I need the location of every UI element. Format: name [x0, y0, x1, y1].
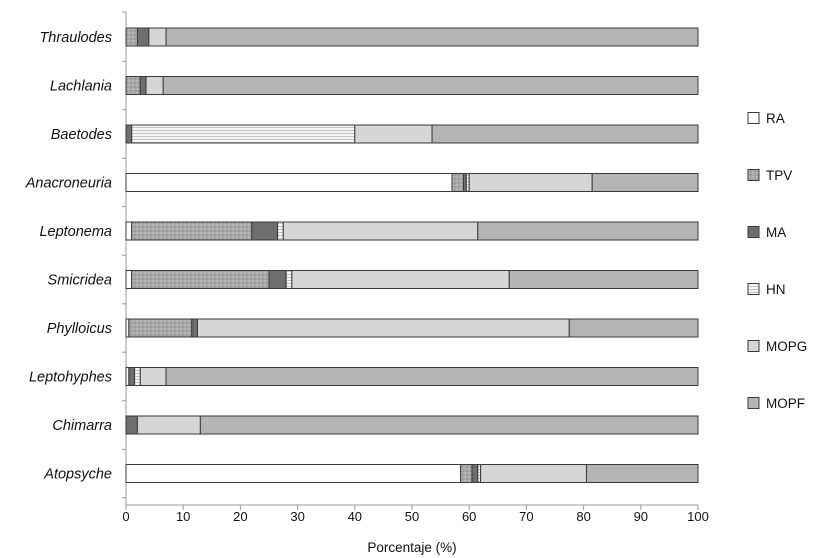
x-tick-label: 100	[687, 509, 709, 524]
bar-segment-mopf	[585, 464, 699, 483]
x-tick-label: 30	[290, 509, 304, 524]
category-label: Anacroneuria	[25, 176, 112, 192]
bar-segment-tpv	[460, 464, 473, 483]
bar-segment-ma	[125, 124, 133, 144]
legend-label: MOPG	[766, 339, 807, 354]
bar-segment-mopg	[139, 367, 167, 386]
x-axis-title: Porcentaje (%)	[367, 540, 456, 555]
legend-swatch	[747, 397, 760, 409]
legend: RA TPV MA HN MOPG MOPF	[747, 111, 807, 411]
category-label: Thraulodes	[39, 30, 112, 46]
legend-swatch	[747, 112, 760, 124]
bar-segment-mopf	[477, 221, 699, 241]
x-tick-label: 0	[122, 509, 129, 524]
bar-segment-hn	[131, 124, 356, 144]
legend-label: HN	[766, 282, 786, 297]
bar-segment-ma	[251, 221, 279, 241]
bar-segment-ra	[125, 270, 133, 289]
legend-label: TPV	[766, 168, 792, 183]
x-tick-label: 40	[348, 509, 362, 524]
bar-segment-mopf	[431, 124, 699, 144]
legend-swatch	[747, 283, 760, 295]
bar-segment-tpv	[131, 270, 270, 289]
bar-segment-ra	[125, 173, 453, 192]
bar-segment-ra	[125, 464, 462, 483]
bar-segment-ra	[125, 221, 133, 241]
legend-swatch	[747, 340, 760, 352]
bar-segment-mopg	[148, 27, 167, 47]
bar-segment-mopg	[480, 464, 587, 483]
category-label: Smicridea	[48, 273, 112, 289]
plot-area: Thraulodes Lachlania Baetodes Anacroneuria L…	[25, 11, 709, 524]
legend-swatch	[747, 226, 760, 238]
bar-segment-mopg	[291, 270, 510, 289]
bar-segment-tpv	[131, 221, 253, 241]
category-label: Atopsyche	[43, 467, 112, 483]
x-tick-label: 90	[634, 509, 648, 524]
category-label: Phylloicus	[47, 321, 112, 337]
bar-segment-mopg	[468, 173, 593, 192]
bar-segment-ma	[268, 270, 287, 289]
bar-segment-mopf	[508, 270, 699, 289]
bar-segment-ma	[139, 76, 147, 95]
x-tick-label: 70	[519, 509, 533, 524]
bar-segment-ma	[128, 367, 136, 386]
bar-segment-ma	[125, 415, 138, 435]
bar-segment-mopg	[197, 318, 570, 338]
category-label: Chimarra	[52, 418, 112, 434]
bar-segment-ma	[191, 318, 198, 338]
category-label: Leptonema	[39, 224, 112, 240]
bar-segment-mopg	[282, 221, 479, 241]
bar-segment-mopf	[165, 367, 699, 386]
bar-segment-mopf	[165, 27, 699, 47]
bar-segment-mopg	[145, 76, 164, 95]
category-label: Baetodes	[51, 127, 112, 143]
x-tick-label: 20	[233, 509, 247, 524]
bar-segment-tpv	[128, 318, 193, 338]
legend-label: MOPF	[766, 396, 805, 411]
bar-segment-mopf	[591, 173, 699, 192]
bar-segment-tpv	[451, 173, 464, 192]
bar-segment-hn	[134, 367, 141, 386]
bar-segment-mopf	[162, 76, 699, 95]
bar-segment-mopg	[354, 124, 433, 144]
bar-segment-tpv	[125, 27, 138, 47]
bar-segment-tpv	[125, 76, 141, 95]
bar-segment-mopf	[199, 415, 699, 435]
bar-segment-mopg	[136, 415, 201, 435]
category-label: Leptohyphes	[29, 370, 112, 386]
x-tick-label: 80	[576, 509, 590, 524]
legend-label: MA	[766, 225, 786, 240]
x-tick-label: 60	[462, 509, 476, 524]
bar-segment-ma	[136, 27, 150, 47]
legend-label: RA	[766, 111, 785, 126]
legend-swatch	[747, 169, 760, 181]
bar-segment-hn	[277, 221, 284, 241]
x-tick-label: 50	[405, 509, 419, 524]
bar-segment-hn	[285, 270, 293, 289]
bar-segment-ma	[471, 464, 479, 483]
x-tick-label: 10	[176, 509, 190, 524]
bar-segment-mopf	[568, 318, 699, 338]
category-label: Lachlania	[50, 79, 112, 95]
